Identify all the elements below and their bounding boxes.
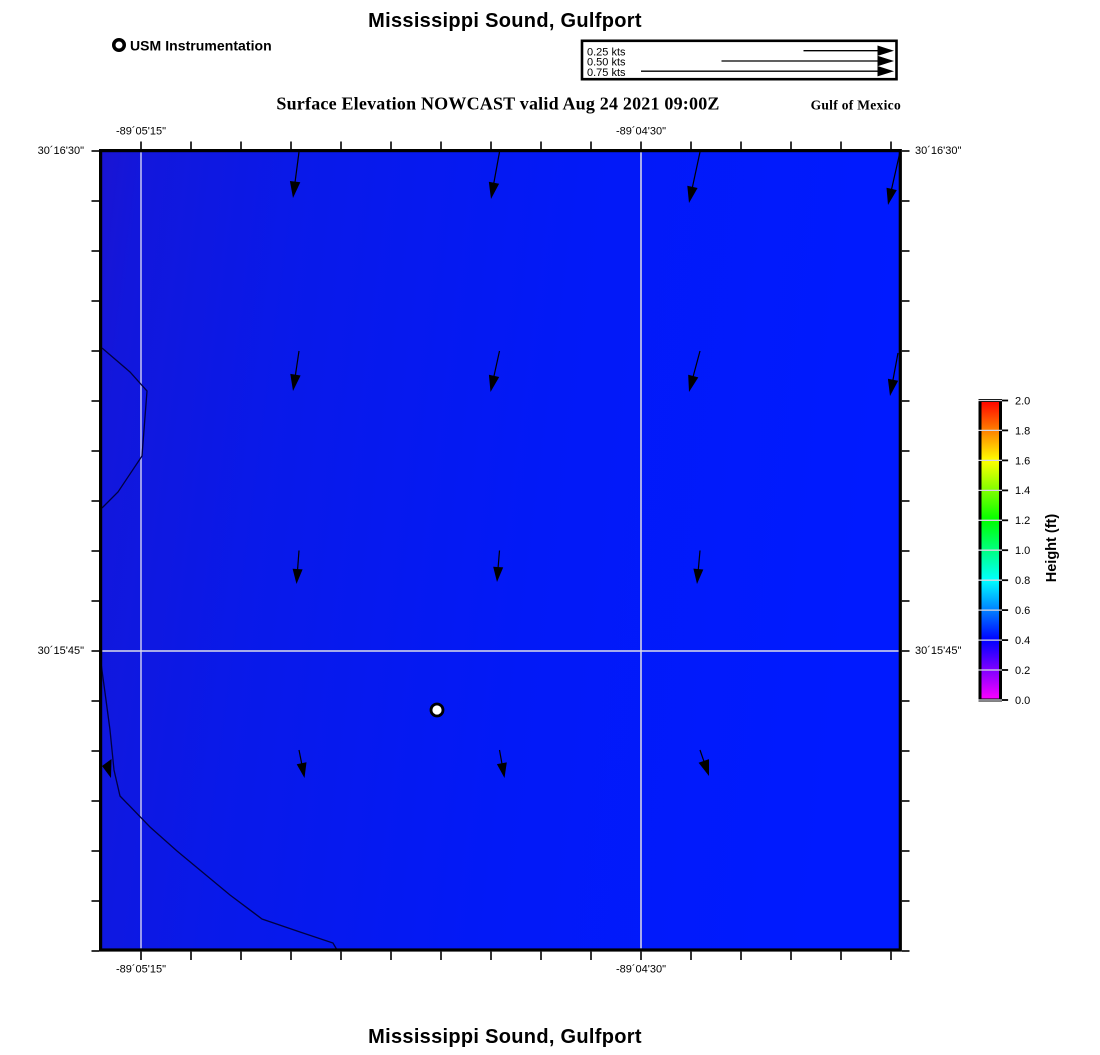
svg-text:0.4: 0.4 <box>1015 635 1030 647</box>
svg-text:1.8: 1.8 <box>1015 425 1030 437</box>
svg-text:Mississippi Sound, Gulfport: Mississippi Sound, Gulfport <box>368 10 642 32</box>
svg-text:-89´05'15": -89´05'15" <box>116 964 166 976</box>
svg-text:0.75 kts: 0.75 kts <box>587 67 626 79</box>
svg-text:30´15'45": 30´15'45" <box>38 645 84 657</box>
svg-text:1.6: 1.6 <box>1015 455 1030 467</box>
svg-text:30´15'45": 30´15'45" <box>915 645 961 657</box>
svg-text:0.50 kts: 0.50 kts <box>587 57 626 69</box>
svg-text:-89´04'30": -89´04'30" <box>616 964 666 976</box>
svg-text:1.4: 1.4 <box>1015 485 1030 497</box>
svg-text:30´16'30": 30´16'30" <box>915 145 961 157</box>
svg-text:1.0: 1.0 <box>1015 545 1030 557</box>
svg-text:Surface Elevation NOWCAST vali: Surface Elevation NOWCAST valid Aug 24 2… <box>276 94 719 114</box>
svg-text:0.0: 0.0 <box>1015 695 1030 707</box>
svg-text:Height (ft): Height (ft) <box>1044 514 1060 583</box>
svg-text:0.2: 0.2 <box>1015 665 1030 677</box>
svg-text:-89´05'15": -89´05'15" <box>116 126 166 138</box>
svg-text:1.2: 1.2 <box>1015 515 1030 527</box>
svg-text:2.0: 2.0 <box>1015 395 1030 407</box>
svg-text:Mississippi Sound, Gulfport: Mississippi Sound, Gulfport <box>368 1026 642 1048</box>
svg-text:0.6: 0.6 <box>1015 605 1030 617</box>
svg-text:0.8: 0.8 <box>1015 575 1030 587</box>
svg-text:30´16'30": 30´16'30" <box>38 145 84 157</box>
svg-text:-89´04'30": -89´04'30" <box>616 126 666 138</box>
svg-text:USM Instrumentation: USM Instrumentation <box>130 38 272 54</box>
svg-text:Gulf of Mexico: Gulf of Mexico <box>811 97 901 112</box>
svg-text:0.25 kts: 0.25 kts <box>587 46 626 58</box>
